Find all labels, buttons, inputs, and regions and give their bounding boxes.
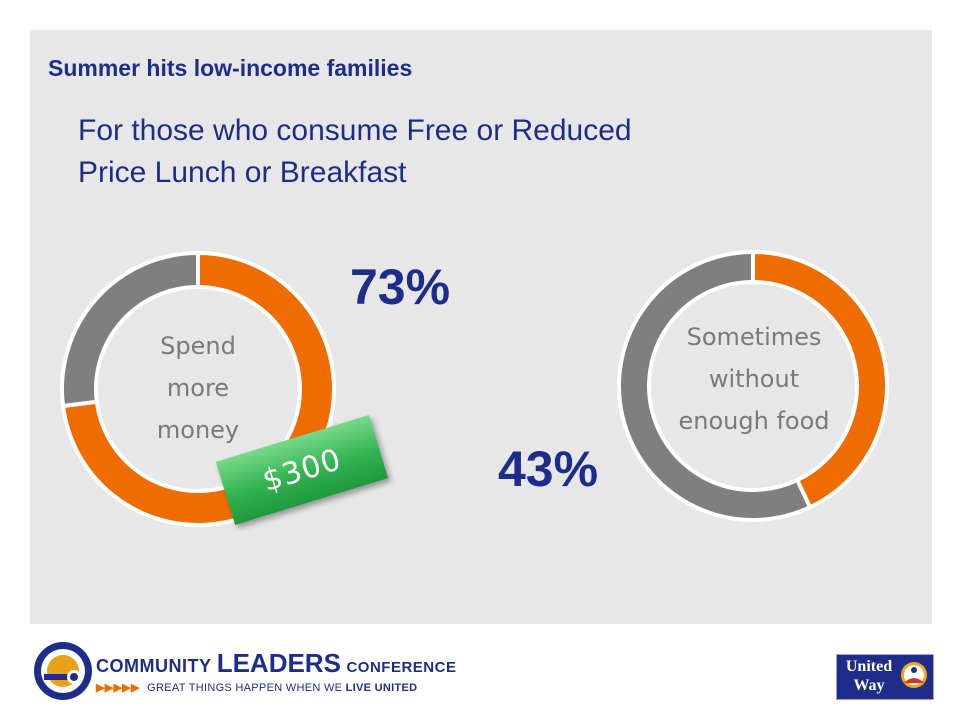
slide-headline: Summer hits low-income families bbox=[48, 55, 413, 81]
donut-slice-highlight bbox=[60, 251, 336, 527]
donut-label-without-food: Sometimes without enough food bbox=[645, 316, 863, 442]
tagline-arrows: ▶▶▶▶▶ bbox=[96, 682, 140, 694]
donut-label-line: without bbox=[708, 365, 800, 393]
slide-subtitle: For those who consume Free or Reduced Pr… bbox=[78, 114, 632, 189]
donut-chart-spend-more bbox=[60, 251, 336, 527]
money-callout-text: $300 bbox=[258, 441, 346, 499]
donut-label-spend-more: Spend more money bbox=[98, 325, 298, 451]
united-way-emblem-icon bbox=[901, 662, 927, 688]
united-way-wordmark: United Way bbox=[841, 657, 897, 695]
united-way-logo: United Way bbox=[836, 654, 934, 700]
conference-word-community: COMMUNITY bbox=[96, 656, 212, 676]
tagline-bold: LIVE UNITED bbox=[345, 682, 418, 694]
tagline: ▶▶▶▶▶ GREAT THINGS HAPPEN WHEN WE LIVE U… bbox=[96, 681, 417, 694]
donut-label-line: Spend bbox=[160, 332, 236, 360]
united-way-line2: Way bbox=[853, 677, 885, 694]
donut-label-line: money bbox=[156, 416, 240, 444]
donut-slice-remainder bbox=[617, 250, 813, 522]
conference-logo-icon bbox=[34, 642, 92, 700]
donut-chart-without-food bbox=[617, 250, 889, 522]
donut-label-line: Sometimes bbox=[686, 323, 822, 351]
united-way-line1: United bbox=[845, 658, 893, 675]
value-label-spend-more: 73% bbox=[350, 259, 451, 315]
donut-slice-remainder bbox=[60, 251, 200, 409]
donut-label-line: enough food bbox=[678, 407, 830, 435]
value-label-without-food: 43% bbox=[498, 441, 599, 497]
donut-label-line: more bbox=[166, 374, 230, 402]
tagline-start: GREAT THINGS HAPPEN WHEN WE bbox=[147, 682, 343, 694]
conference-word-conference: CONFERENCE bbox=[346, 659, 457, 676]
conference-word-leaders: LEADERS bbox=[216, 648, 341, 678]
conference-name: COMMUNITY LEADERS CONFERENCE bbox=[96, 648, 456, 679]
